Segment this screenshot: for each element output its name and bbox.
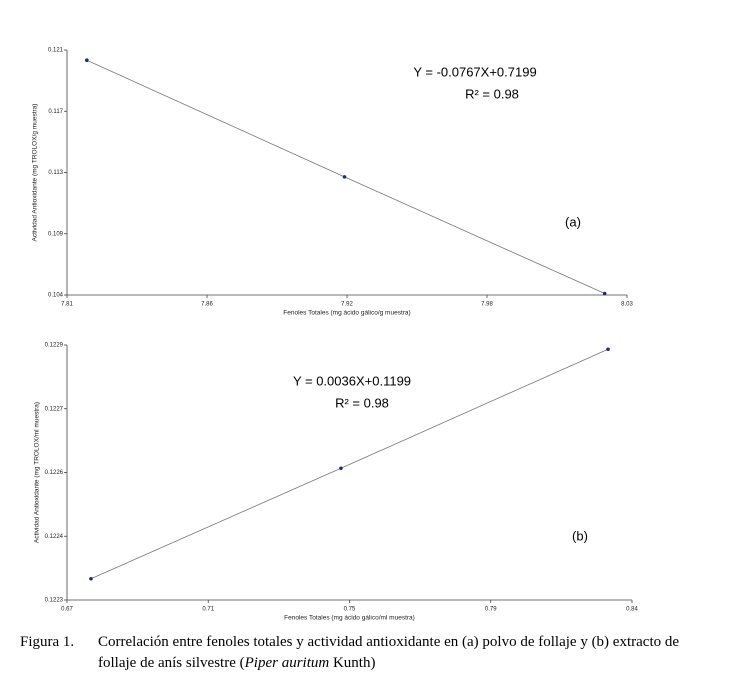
x-tick-label: 0.67 — [61, 607, 73, 613]
data-point — [339, 466, 343, 471]
y-tick-label: 0.121 — [48, 48, 64, 54]
data-point — [602, 291, 607, 296]
x-axis-label: Fenoles Totales (mg ácido gálico/g muest… — [283, 310, 410, 317]
y-tick-label: 0.1226 — [45, 470, 64, 476]
x-tick-label: 0.71 — [202, 607, 214, 613]
y-axis-label: Actividad Antioxidante (mg TROLOX/g mues… — [32, 104, 39, 242]
y-tick-label: 0.104 — [48, 293, 64, 299]
annotation: R² = 0.98 — [335, 395, 389, 410]
x-tick-label: 0.84 — [626, 607, 638, 613]
caption-label: Figura 1. — [20, 634, 75, 650]
annotation: Y = 0.0036X+0.1199 — [293, 373, 411, 388]
data-point — [85, 58, 89, 63]
y-tick-label: 0.1223 — [45, 598, 64, 604]
x-tick-label: 7.92 — [341, 302, 353, 308]
y-tick-label: 0.109 — [48, 231, 64, 237]
x-tick-label: 0.75 — [344, 607, 356, 613]
y-axis-label: Actividad Antioxidante (mg TROLOX/ml mue… — [34, 402, 41, 543]
y-tick-label: 0.1229 — [45, 343, 64, 349]
caption-text: Correlación entre fenoles totales y acti… — [98, 632, 720, 674]
caption-species: Piper auritum — [244, 655, 330, 671]
caption-authority: Kunth) — [329, 655, 376, 671]
data-point — [342, 175, 347, 179]
x-tick-label: 7.81 — [61, 302, 73, 308]
y-tick-label: 0.1227 — [45, 406, 64, 412]
data-point — [606, 347, 610, 352]
data-point — [89, 576, 93, 581]
charts: 0.104 0.109 0.113 0.117 0.121 7.81 7.86 7.92 7.9… — [32, 48, 639, 622]
x-tick-label: 7.86 — [201, 302, 213, 308]
caption-body: Correlación entre fenoles totales y acti… — [98, 634, 680, 671]
x-tick-label: 0.79 — [485, 607, 497, 613]
annotation: R² = 0.98 — [465, 86, 519, 101]
annotation: (b) — [572, 528, 588, 543]
annotation: (a) — [565, 214, 581, 229]
y-tick-label: 0.117 — [48, 109, 63, 115]
x-axis-label: Fenoles Totales (mg ácido gálico/ml mues… — [284, 615, 415, 622]
x-tick-label: 7.98 — [481, 302, 493, 308]
annotation: Y = -0.0767X+0.7199 — [413, 64, 536, 79]
x-tick-label: 8.03 — [621, 302, 633, 308]
y-tick-label: 0.113 — [48, 170, 63, 176]
y-tick-label: 0.1224 — [45, 534, 64, 540]
